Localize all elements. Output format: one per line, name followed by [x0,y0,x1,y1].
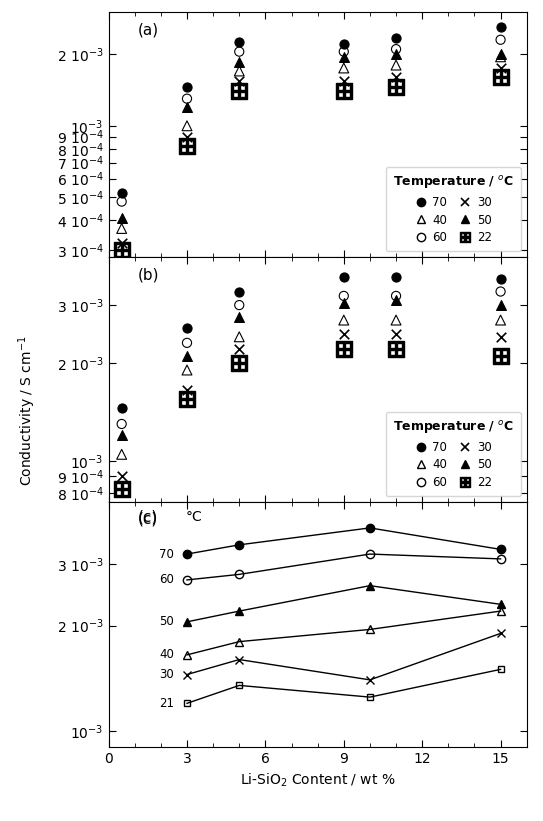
Point [496,285,505,298]
Point [235,45,244,58]
Text: Conductivity / S cm$^{-1}$: Conductivity / S cm$^{-1}$ [16,335,38,486]
Point [182,392,191,406]
Point [182,349,191,362]
Point [496,50,505,63]
Point [182,322,191,335]
Point [182,130,191,143]
Point [392,48,400,61]
Point [182,80,191,94]
Point [182,337,191,350]
Text: 70: 70 [159,548,174,561]
Text: (a): (a) [138,22,159,37]
Point [117,186,126,200]
Text: °C: °C [186,510,203,524]
X-axis label: Li-SiO$_2$ Content / wt %: Li-SiO$_2$ Content / wt % [240,772,395,789]
Point [392,58,400,71]
Legend: 70, 40, 60, 30, 50, 22: 70, 40, 60, 30, 50, 22 [386,412,521,496]
Point [117,447,126,461]
Text: (c): (c) [138,510,158,525]
Point [117,483,126,496]
Point [392,294,400,307]
Point [392,314,400,327]
Point [182,92,191,105]
Point [117,470,126,483]
Point [496,273,505,286]
Point [339,342,348,355]
Point [496,349,505,362]
Point [182,119,191,132]
Point [339,62,348,75]
Point [392,80,400,94]
Point [235,85,244,98]
Point [496,62,505,75]
Point [496,330,505,343]
Point [392,271,400,284]
Text: (b): (b) [138,267,159,282]
Point [392,289,400,302]
Text: 50: 50 [159,615,174,628]
Point [339,45,348,58]
Text: 60: 60 [159,573,174,586]
Point [392,43,400,56]
Point [392,342,400,355]
Text: 21: 21 [159,697,174,710]
Text: 30: 30 [159,668,174,681]
Point [496,21,505,34]
Point [182,383,191,397]
Point [496,33,505,46]
Point [392,328,400,341]
Point [339,314,348,327]
Point [339,85,348,98]
Point [117,417,126,430]
Point [339,296,348,310]
Point [339,38,348,51]
Point [182,100,191,113]
Point [496,299,505,312]
Point [117,222,126,235]
Point [235,64,244,77]
Point [117,195,126,209]
Point [339,289,348,302]
Text: 40: 40 [159,649,174,662]
Point [117,237,126,250]
Point [235,330,244,343]
Point [182,140,191,153]
Point [339,271,348,284]
Point [117,211,126,224]
Point [235,299,244,312]
Point [339,328,348,341]
Point [235,285,244,298]
Point [339,74,348,87]
Point [117,244,126,257]
Point [339,50,348,63]
Point [496,314,505,327]
Point [235,342,244,355]
Point [117,429,126,442]
Point [235,356,244,369]
Point [182,364,191,377]
Point [235,74,244,87]
Legend: 70, 40, 60, 30, 50, 22: 70, 40, 60, 30, 50, 22 [386,167,521,251]
Point [235,56,244,69]
Point [235,35,244,48]
Point [117,402,126,415]
Point [496,71,505,84]
Point [392,71,400,84]
Point [496,48,505,61]
Point [235,311,244,324]
Text: (c): (c) [138,512,158,527]
Point [392,31,400,44]
